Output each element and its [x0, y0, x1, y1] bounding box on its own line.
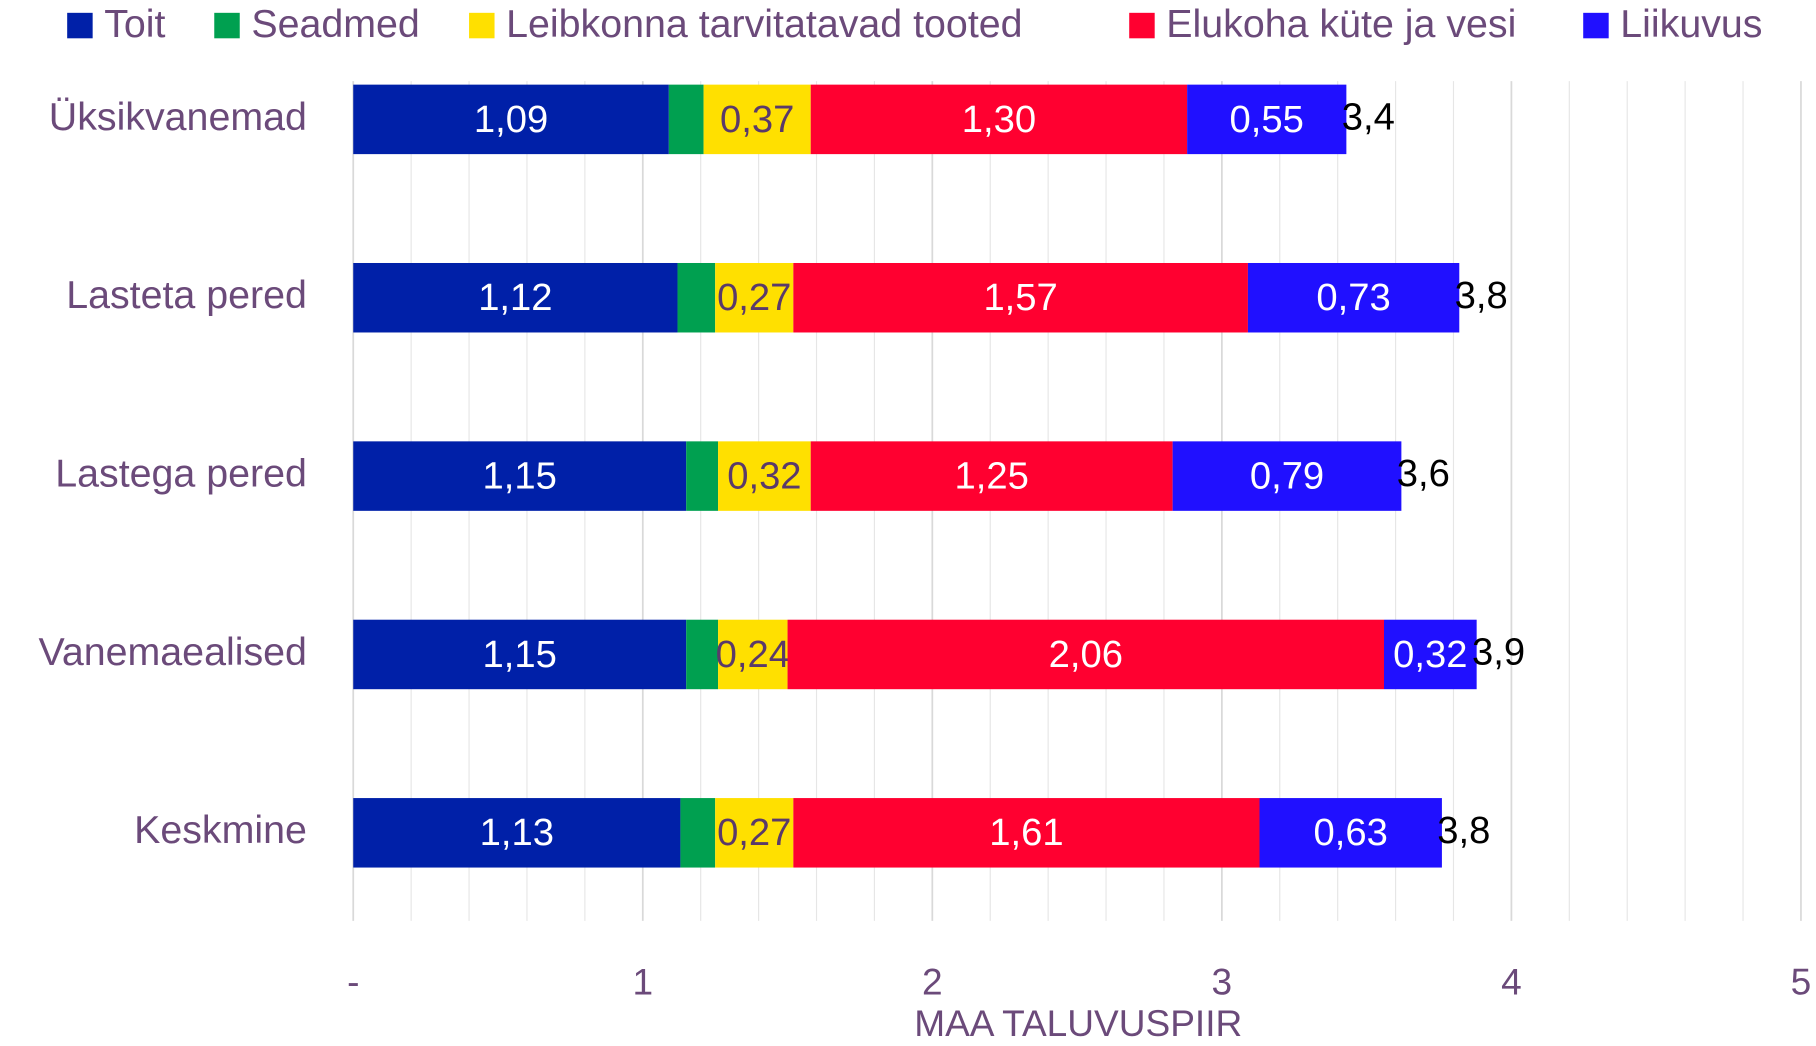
value-label: 1,61: [989, 811, 1063, 854]
bar-segment: [680, 798, 716, 868]
bar-segment: [353, 441, 687, 511]
bar-segment: [1187, 84, 1347, 155]
y-tick-label: Üksikvanemad: [49, 95, 307, 139]
y-tick-label: Vanemaealised: [39, 630, 307, 674]
bar-segment: [353, 619, 687, 690]
x-axis-label: MAA TALUVUSPIIR: [914, 1002, 1242, 1044]
value-label: 0,32: [1393, 633, 1467, 676]
legend-label: Seadmed: [251, 2, 419, 46]
bar-segment: [810, 84, 1188, 155]
bar-segment: [787, 619, 1385, 690]
legend-label: Toit: [104, 2, 165, 46]
bar-segment: [1259, 798, 1442, 868]
x-tick-label: -: [347, 960, 359, 1002]
total-label: 3,4: [1342, 95, 1395, 138]
x-tick-label: 4: [1501, 960, 1522, 1002]
value-label: 1,15: [483, 633, 557, 676]
bar-segment: [1247, 262, 1460, 333]
bar-segment: [715, 798, 794, 868]
y-tick-label: Lastega pered: [55, 452, 307, 496]
value-label: 0,73: [1316, 276, 1390, 319]
value-label: 1,57: [983, 276, 1057, 319]
value-label: 1,15: [483, 455, 557, 498]
value-label: 0,55: [1230, 98, 1304, 141]
value-label: 0,32: [727, 455, 801, 498]
y-tick-label: Lasteta pered: [66, 273, 307, 317]
legend-swatch: [67, 12, 93, 39]
bar-segment: [793, 262, 1248, 333]
bar-segment: [353, 84, 669, 155]
x-tick-label: 3: [1212, 960, 1233, 1002]
bar-segment: [1384, 619, 1477, 690]
bar-segment: [1172, 441, 1402, 511]
value-label: 1,13: [480, 811, 554, 854]
bar-segment: [703, 84, 811, 155]
value-label: 1,25: [954, 455, 1028, 498]
bar-segment: [793, 798, 1260, 868]
value-label: 1,09: [474, 98, 548, 141]
legend-swatch: [469, 12, 495, 39]
legend-label: Elukoha küte ja vesi: [1166, 2, 1516, 46]
y-tick-label: Keskmine: [134, 808, 307, 852]
bar-segment: [353, 262, 678, 333]
bar-segment: [810, 441, 1173, 511]
bar-segment: [668, 84, 704, 155]
x-tick-label: 1: [632, 960, 653, 1002]
value-label: 0,63: [1314, 811, 1388, 854]
legend-swatch: [1583, 12, 1609, 39]
value-label: 2,06: [1049, 633, 1123, 676]
value-label: 1,30: [962, 98, 1036, 141]
bar-segment: [718, 619, 788, 690]
total-label: 3,6: [1397, 452, 1450, 495]
value-label: 0,37: [720, 98, 794, 141]
bar-segment: [677, 262, 716, 333]
legend-swatch: [1129, 12, 1155, 39]
total-label: 3,8: [1455, 274, 1508, 317]
value-label: 0,27: [717, 811, 791, 854]
legend-label: Leibkonna tarvitatavad tooted: [506, 2, 1022, 46]
bar-segment: [718, 441, 811, 511]
legend-label: Liikuvus: [1620, 2, 1762, 46]
total-label: 3,8: [1437, 809, 1490, 852]
bar-segment: [353, 798, 681, 868]
value-label: 0,24: [716, 633, 790, 676]
bar-segment: [715, 262, 794, 333]
value-label: 0,27: [717, 276, 791, 319]
value-label: 1,12: [478, 276, 552, 319]
legend-swatch: [214, 12, 240, 39]
bar-segment: [686, 441, 719, 511]
x-tick-label: 5: [1791, 960, 1812, 1002]
total-label: 3,9: [1472, 631, 1525, 674]
value-label: 0,79: [1250, 455, 1324, 498]
x-tick-label: 2: [922, 960, 943, 1002]
bar-segment: [686, 619, 719, 690]
